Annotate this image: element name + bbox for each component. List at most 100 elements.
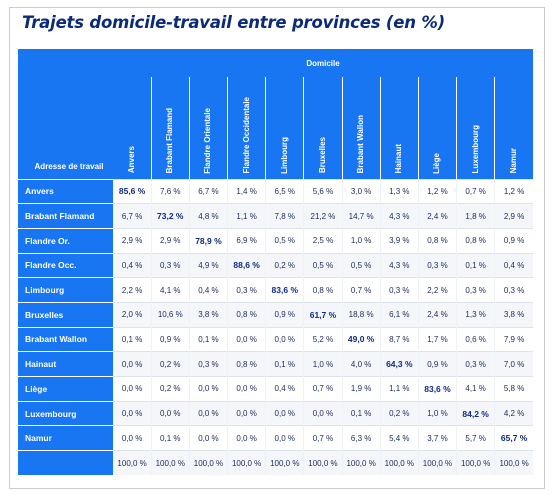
total-cell: 100,0 % [265, 450, 304, 476]
table-cell: 14,7 % [341, 203, 381, 229]
table-cell: 1,3 % [456, 301, 495, 328]
table-cell: 6,7 % [188, 178, 228, 204]
column-header: Limbourg [265, 77, 305, 179]
total-cell: 100,0 % [227, 450, 266, 476]
column-header: Brabant Flamand [151, 77, 190, 179]
table-cell: 3,7 % [417, 425, 457, 451]
table-cell: 0,5 % [303, 252, 343, 278]
table-cell: 2,4 % [417, 301, 457, 328]
table-cell: 4,8 % [188, 203, 228, 229]
table-cell: 0,8 % [303, 277, 343, 303]
table-cell: 2,4 % [417, 203, 457, 229]
table-cell: 8,7 % [379, 326, 419, 352]
table-cell: 0,1 % [112, 326, 152, 352]
total-cell: 100,0 % [456, 450, 495, 476]
table-cell: 0,2 % [150, 376, 190, 402]
table-cell: 0,1 % [265, 351, 304, 377]
table-cell: 7,0 % [494, 351, 533, 377]
column-header: Anvers [113, 77, 152, 179]
table-cell: 0,2 % [265, 252, 304, 278]
table-cell: 0,7 % [456, 178, 495, 204]
table-cell: 3,8 % [494, 301, 533, 328]
table-cell: 3,8 % [188, 301, 228, 328]
column-header: Hainaut [380, 77, 419, 179]
table-cell: 0,8 % [456, 227, 495, 254]
table-cell: 6,1 % [379, 301, 419, 328]
table-row: Luxembourg 0,0 % 0,0 % 0,0 % 0,0 % 0,0 % 0,0 %… [18, 400, 533, 426]
row-label: Bruxelles [18, 301, 114, 328]
column-header: Namur [494, 77, 533, 179]
table-cell: 0,3 % [150, 252, 190, 278]
table-cell: 7,9 % [494, 326, 533, 352]
table-cell: 2,9 % [150, 227, 190, 254]
table-cell: 61,7 % [303, 301, 343, 328]
column-header-row: Anvers Brabant Flamand Flandre Orientale… [18, 77, 533, 179]
table-row: Namur 0,0 % 0,1 % 0,0 % 0,0 % 0,0 % 0,7 % 6,3 %… [18, 425, 533, 451]
table-cell: 0,0 % [188, 376, 228, 402]
table-cell: 0,2 % [379, 400, 419, 426]
table-cell: 0,1 % [341, 400, 381, 426]
table-cell: 4,1 % [456, 376, 495, 402]
table-cell: 0,3 % [379, 277, 419, 303]
table-cell: 0,0 % [188, 400, 228, 426]
total-cell: 100,0 % [188, 450, 228, 476]
table-cell: 2,2 % [112, 277, 152, 303]
table-cell: 6,9 % [227, 227, 266, 254]
commute-table: Adresse de travail Domicile Anvers Braba… [18, 49, 533, 476]
table-cell: 6,7 % [112, 203, 152, 229]
table-cell: 0,8 % [227, 301, 266, 328]
table-cell: 0,0 % [227, 425, 266, 451]
column-header: Brabant Wallon [342, 77, 381, 179]
table-cell: 0,0 % [227, 326, 266, 352]
table-cell: 0,7 % [303, 376, 343, 402]
total-cell: 100,0 % [303, 450, 343, 476]
table-cell: 83,6 % [417, 376, 457, 402]
table-cell: 0,8 % [227, 351, 266, 377]
table-cell: 0,9 % [265, 301, 304, 328]
table-cell: 0,7 % [303, 425, 343, 451]
column-header: Flandre Occidentale [227, 77, 267, 179]
table-cell: 0,0 % [112, 400, 152, 426]
table-cell: 4,1 % [150, 277, 190, 303]
row-label: Hainaut [18, 351, 114, 377]
table-cell: 4,2 % [494, 400, 533, 426]
total-cell: 100,0 % [341, 450, 381, 476]
table-cell: 0,6 % [456, 326, 495, 352]
column-header: Flandre Orientale [189, 77, 229, 179]
table-cell: 3,0 % [341, 178, 381, 204]
table-cell: 0,4 % [494, 252, 533, 278]
table-cell: 2,2 % [417, 277, 457, 303]
table-cell: 0,5 % [265, 227, 304, 254]
column-header: Bruxelles [303, 77, 343, 179]
table-cell: 5,2 % [303, 326, 343, 352]
table-cell: 0,0 % [112, 376, 152, 402]
table-cell: 0,3 % [227, 277, 266, 303]
table-row: Hainaut 0,0 % 0,2 % 0,3 % 0,8 % 0,1 % 1,0 % 4,0… [18, 351, 533, 377]
table-row: Limbourg 2,2 % 4,1 % 0,4 % 0,3 % 83,6 % 0,8 % 0… [18, 277, 533, 303]
table-cell: 4,3 % [379, 252, 419, 278]
table-cell: 1,4 % [227, 178, 266, 204]
column-header: Liège [418, 77, 458, 179]
table-cell: 21,2 % [303, 203, 343, 229]
table-cell: 4,9 % [188, 252, 228, 278]
table-row: Liège 0,0 % 0,2 % 0,0 % 0,0 % 0,4 % 0,7 % 1,9 %… [18, 376, 533, 402]
table-cell: 6,3 % [341, 425, 381, 451]
table-cell: 0,0 % [265, 400, 304, 426]
table-cell: 0,0 % [112, 425, 152, 451]
table-cell: 73,2 % [150, 203, 190, 229]
table-body: Anvers 85,6 % 7,6 % 6,7 % 1,4 % 6,5 % 5,6 % 3,0… [18, 178, 533, 476]
table-cell: 5,8 % [494, 376, 533, 402]
table-cell: 1,1 % [227, 203, 266, 229]
table-row: Brabant Wallon 0,1 % 0,9 % 0,1 % 0,0 % 0,0 % 5… [18, 326, 533, 352]
table-cell: 0,1 % [456, 252, 495, 278]
table-cell: 65,7 % [494, 425, 533, 451]
table-cell: 85,6 % [112, 178, 152, 204]
table-cell: 0,9 % [417, 351, 457, 377]
table-cell: 0,3 % [494, 277, 533, 303]
table-cell: 78,9 % [188, 227, 228, 254]
table-row: Anvers 85,6 % 7,6 % 6,7 % 1,4 % 6,5 % 5,6 % 3,0… [18, 178, 533, 204]
table-cell: 0,0 % [303, 400, 343, 426]
table-cell: 1,9 % [341, 376, 381, 402]
table-cell: 2,0 % [112, 301, 152, 328]
table-cell: 0,3 % [456, 351, 495, 377]
